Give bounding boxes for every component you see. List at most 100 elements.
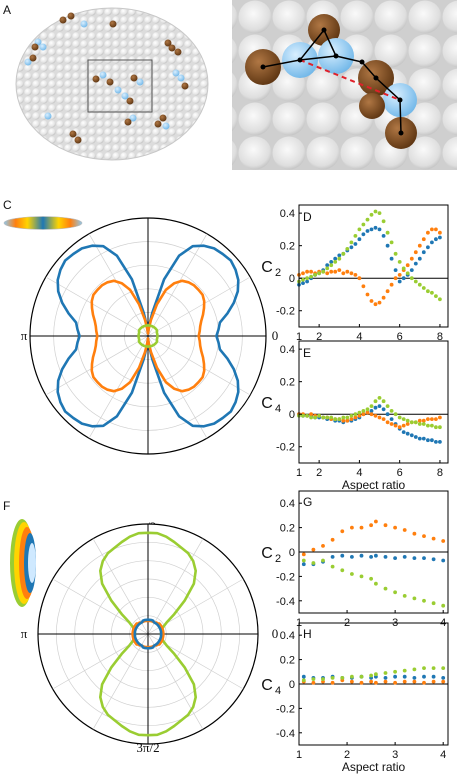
data-point-green [426,423,430,428]
data-point-orange [359,525,364,530]
panel-label-d: D [303,210,312,224]
y-tick-label: -0.2 [276,571,295,583]
data-point-green [313,273,317,277]
data-point-orange [333,269,338,274]
data-point-orange [301,552,306,557]
scatter-plot-d: -0.200.20.41 2 4 6 8C 2 [261,204,449,343]
plot-frame [298,204,449,328]
data-point-blue [385,412,390,417]
data-point-blue [426,438,430,443]
data-point-green [369,212,374,217]
data-point-green [385,230,390,235]
data-point-orange [385,420,390,425]
polar-grid-spoke [45,335,149,396]
data-point-orange [349,271,354,276]
data-point-green [405,418,410,423]
data-point-orange [393,680,397,685]
data-point-green [383,671,388,675]
x-tick-label: 4 [356,331,362,343]
data-point-green [381,219,386,224]
data-point-blue [337,253,342,258]
y-axis-label-subscript: 2 [275,553,281,565]
panel-label-f: F [3,499,10,513]
data-point-blue [430,438,434,443]
data-point-blue [340,553,345,558]
data-point-green [381,399,386,404]
data-point-orange [413,250,418,255]
data-point-green [413,279,418,284]
data-point-blue [413,435,418,439]
x-tick-label: 3 [392,749,398,761]
data-point-blue [393,268,398,272]
data-point-green [357,227,362,232]
angle-label-right-c: 0 [272,328,279,343]
data-point-orange [421,418,426,423]
data-point-green [353,234,358,238]
data-point-blue [441,676,446,680]
x-tick-label: 6 [397,467,403,479]
data-point-blue [333,256,338,261]
y-tick-label: 0 [289,273,295,285]
y-tick-label: 0.2 [280,523,295,535]
data-point-orange [430,227,434,232]
data-point-green [311,561,316,565]
data-point-blue [301,281,305,285]
x-tick-label: 4 [356,467,362,479]
y-axis-label: C [261,545,273,562]
data-point-green [317,271,321,276]
data-point-orange [434,417,438,421]
data-point-orange [426,230,430,235]
data-point-green [359,574,364,579]
data-point-green [434,425,438,430]
data-point-green [369,576,373,581]
data-point-green [389,240,394,245]
data-point-blue [353,242,358,246]
disc-shape-icon [10,519,36,607]
data-point-blue [369,555,373,559]
data-point-green [373,399,378,404]
data-point-orange [397,273,402,277]
x-tick-label: 8 [437,331,443,343]
y-tick-label: 0 [289,547,295,559]
data-point-green [409,420,414,425]
data-point-green [393,669,397,674]
data-point-orange [369,412,374,417]
data-point-blue [383,676,388,680]
y-tick-label: 0.4 [280,208,295,220]
data-point-orange [381,417,386,421]
data-point-blue [365,229,370,233]
x-tick-label: 4 [440,749,446,761]
angle-label-left-c: π [21,328,28,343]
data-point-green [441,603,446,608]
data-point-green [402,594,407,598]
polar-series-orange [90,279,206,393]
x-axis-label: Aspect ratio [342,760,406,774]
data-point-green [389,409,394,413]
data-point-orange [389,422,394,426]
data-point-green [422,598,426,603]
data-point-orange [377,300,382,305]
data-point-blue [421,436,426,441]
data-point-green [431,601,436,606]
data-point-blue [301,674,306,679]
data-point-green [412,596,417,601]
data-point-green [401,417,406,421]
polar-grid-spoke [92,538,149,635]
data-point-blue [409,268,414,272]
x-tick-label: 6 [397,331,403,343]
y-axis-label: C [261,395,273,412]
data-point-green [430,290,434,295]
data-point-orange [341,418,346,423]
data-point-orange [430,417,434,421]
data-point-orange [422,534,426,538]
data-point-orange [341,271,346,276]
data-point-orange [330,537,335,542]
data-point-green [434,294,438,298]
sphere-illustration [15,7,209,161]
data-point-green [377,211,382,216]
data-point-orange [311,680,316,685]
data-point-green [405,271,410,276]
data-point-green [349,240,354,245]
data-point-orange [441,679,446,684]
